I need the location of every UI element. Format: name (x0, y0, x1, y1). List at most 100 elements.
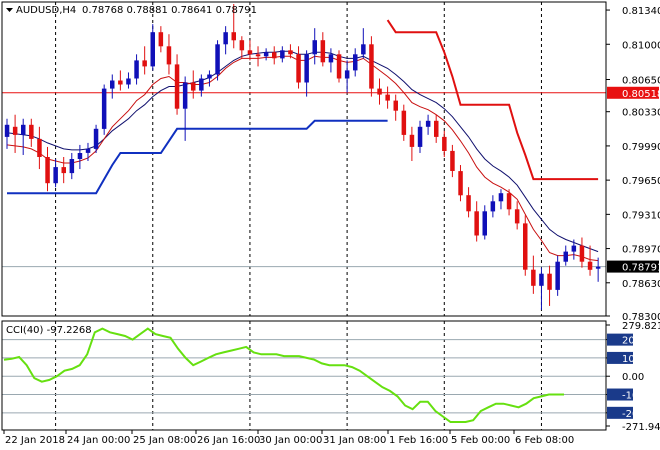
price-tick-label: 0.81000 (622, 40, 660, 51)
bull-candle (539, 273, 544, 286)
bear-candle (336, 54, 342, 79)
bear-candle (587, 261, 593, 270)
bull-candle (21, 124, 26, 135)
ohlc-values: 0.78768 0.78881 0.78641 0.78791 (82, 5, 257, 16)
bear-candle (231, 32, 236, 41)
bull-candle (53, 167, 58, 184)
bull-candle (482, 211, 487, 236)
cci-plot (3, 327, 564, 423)
cci-level-tag-box (607, 406, 633, 419)
horizontal-level-price-tag: 0.80518 (622, 89, 660, 100)
bear-candle (377, 88, 382, 95)
symbol-label: AUDUSD,H4 (16, 5, 76, 16)
cci-line (3, 327, 564, 423)
time-tick-label: 26 Jan 16:00 (197, 435, 260, 446)
bear-candle (409, 134, 415, 147)
time-tick-label: 5 Feb 00:00 (451, 435, 510, 446)
cci-tick-label: -200 (622, 409, 645, 420)
cci-tick-label: -100 (622, 391, 645, 402)
price-tick-label: 0.78970 (622, 245, 660, 256)
bull-candle (361, 44, 366, 55)
bull-candle (85, 148, 91, 153)
price-tick-label: 0.80650 (622, 75, 660, 86)
bull-candle (595, 266, 601, 269)
bull-candle (101, 88, 107, 129)
bear-candle (191, 82, 196, 91)
price-tick-label: 0.79990 (622, 142, 660, 153)
bull-candle (304, 54, 309, 83)
price-tick-label: 0.79310 (622, 210, 660, 221)
time-tick-label: 30 Jan 00:00 (259, 435, 322, 446)
bear-candle (61, 167, 66, 174)
bear-candle (523, 223, 528, 270)
bull-candle (344, 70, 350, 79)
bear-candle (12, 126, 18, 135)
bear-candle (385, 94, 390, 101)
price-tick-label: 0.81340 (622, 6, 660, 17)
price-tick-label: 0.78630 (622, 279, 660, 290)
fast-moving-average-line (6, 55, 599, 262)
bull-candle (93, 128, 99, 149)
bear-candle (288, 50, 293, 55)
bull-candle (182, 82, 188, 109)
bear-candle (255, 54, 261, 57)
bull-candle (555, 261, 560, 290)
bear-candle (369, 44, 374, 89)
bull-candle (207, 74, 212, 79)
bull-candle (563, 251, 568, 262)
bull-candle (263, 52, 269, 57)
bear-candle (450, 150, 455, 171)
cci-tick-label: 200 (622, 336, 641, 347)
current-price-tag-box (607, 260, 659, 273)
bear-candle (474, 211, 479, 236)
bull-candle (134, 60, 139, 79)
bear-candle (434, 120, 439, 137)
horizontal-level-price-tag-box (607, 86, 659, 99)
bear-candle (247, 50, 253, 55)
bull-candle (280, 50, 285, 59)
price-pane-frame (1, 1, 607, 317)
resistance-channel-line (386, 19, 599, 181)
price-tick-label: 0.79650 (622, 176, 660, 187)
dropdown-triangle-icon[interactable] (6, 8, 13, 12)
cci-level-tag-box (607, 333, 633, 346)
bear-candle (166, 46, 172, 65)
bear-candle (45, 157, 50, 184)
bull-candle (199, 78, 204, 91)
bear-candle (37, 138, 42, 157)
time-tick-label: 1 Feb 16:00 (389, 435, 448, 446)
cci-tick-label: 0.00 (622, 372, 644, 383)
bull-candle (328, 54, 334, 63)
price-plot (4, 4, 601, 310)
bull-candle (215, 44, 220, 75)
bear-candle (142, 60, 147, 67)
bull-candle (223, 32, 228, 45)
cci-grid (2, 321, 606, 430)
cci-pane-frame (1, 320, 607, 431)
cci-axis: 279.8219 200 100 0.00 -100 -200 -271.9403 (606, 321, 660, 433)
bull-candle (353, 54, 358, 71)
bull-candle (312, 40, 317, 55)
price-tick-label: 0.78300 (622, 312, 660, 323)
time-tick-label: 31 Jan 08:00 (323, 435, 386, 446)
time-axis: 22 Jan 2018 24 Jan 00:00 25 Jan 08:00 26 Ja… (3, 430, 574, 446)
bull-candle (498, 193, 504, 202)
bear-candle (296, 54, 301, 83)
bear-candle (458, 171, 463, 196)
bull-candle (150, 32, 155, 67)
cci-tick-label: -271.9403 (622, 422, 660, 433)
bear-candle (514, 209, 520, 224)
bear-candle (547, 273, 552, 290)
cci-level-tag-box (607, 388, 633, 401)
bear-candle (393, 100, 398, 111)
bear-candle (579, 245, 585, 262)
bear-candle (158, 32, 164, 47)
bull-candle (126, 78, 131, 85)
time-tick-label: 25 Jan 08:00 (133, 435, 196, 446)
bear-candle (320, 40, 326, 63)
bear-candle (442, 136, 447, 151)
time-tick-label: 22 Jan 2018 (5, 435, 65, 446)
cci-tick-label: 279.8219 (622, 321, 660, 332)
